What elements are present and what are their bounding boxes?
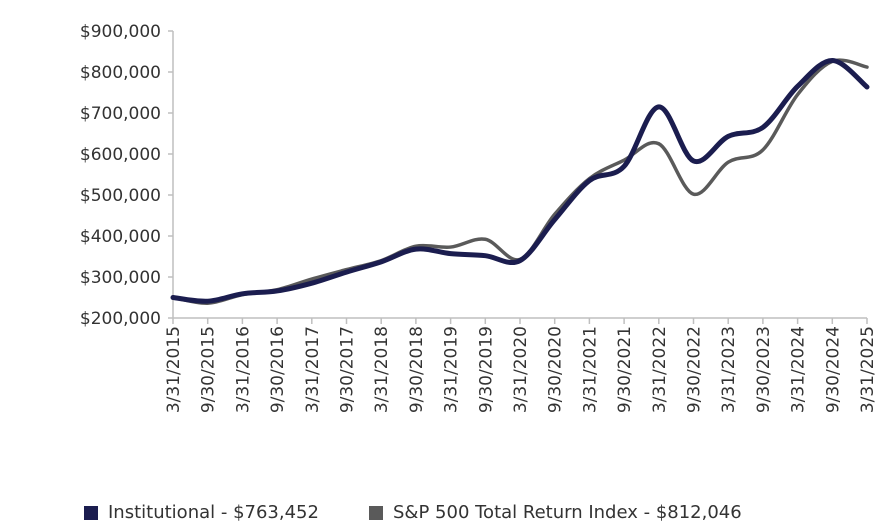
x-tick-label: 9/30/2019 [476,326,496,413]
y-tick-label: $800,000 [80,63,161,83]
x-tick-label: 9/30/2018 [407,326,427,413]
x-tick-label: 3/31/2020 [511,326,531,413]
x-tick-label: 3/31/2025 [858,326,878,413]
legend-item-institutional: Institutional - $763,452 [84,502,319,523]
legend-swatch-institutional [84,505,98,520]
legend-label-sp500: S&P 500 Total Return Index - $812,046 [393,502,742,523]
x-tick-label: 9/30/2020 [546,326,566,413]
x-tick-label: 9/30/2021 [615,326,635,413]
y-tick-label: $600,000 [80,145,161,165]
line-chart: $900,000 $800,000 $700,000 $600,000 $500,000… [80,22,878,413]
x-tick-label: 3/31/2018 [372,326,392,413]
x-tick-label: 9/30/2022 [685,326,705,413]
x-axis: 3/31/2015 9/30/2015 3/31/2016 9/30/2016 3/31… [164,317,878,413]
series-layer [170,58,870,305]
x-tick-label: 3/31/2016 [233,326,253,413]
x-tick-label: 3/31/2023 [719,326,739,413]
x-tick-label: 3/31/2019 [442,326,462,413]
x-tick-label: 3/31/2017 [303,326,323,413]
y-tick-label: $300,000 [80,268,161,288]
y-tick-label: $500,000 [80,186,161,206]
x-tick-label: 9/30/2023 [754,326,774,413]
series-line-institutional [170,58,870,304]
legend: Institutional - $763,452 S&P 500 Total R… [0,500,888,528]
y-tick-label: $200,000 [80,309,161,329]
x-tick-label: 3/31/2021 [580,326,600,413]
legend-label-institutional: Institutional - $763,452 [108,502,319,523]
series-line-sp500 [171,58,869,305]
y-tick-label: $700,000 [80,104,161,124]
x-tick-label: 3/31/2015 [164,326,184,413]
legend-swatch-sp500 [369,505,383,520]
x-tick-label: 9/30/2015 [199,326,219,413]
x-tick-label: 3/31/2022 [650,326,670,413]
x-tick-label: 3/31/2024 [789,326,809,413]
legend-item-sp500: S&P 500 Total Return Index - $812,046 [369,502,742,523]
x-tick-label: 9/30/2016 [268,326,288,413]
x-tick-label: 9/30/2024 [823,326,843,413]
y-axis: $900,000 $800,000 $700,000 $600,000 $500,000… [80,22,174,329]
y-tick-label: $400,000 [80,227,161,247]
y-tick-label: $900,000 [80,22,161,42]
x-tick-label: 9/30/2017 [338,326,358,413]
